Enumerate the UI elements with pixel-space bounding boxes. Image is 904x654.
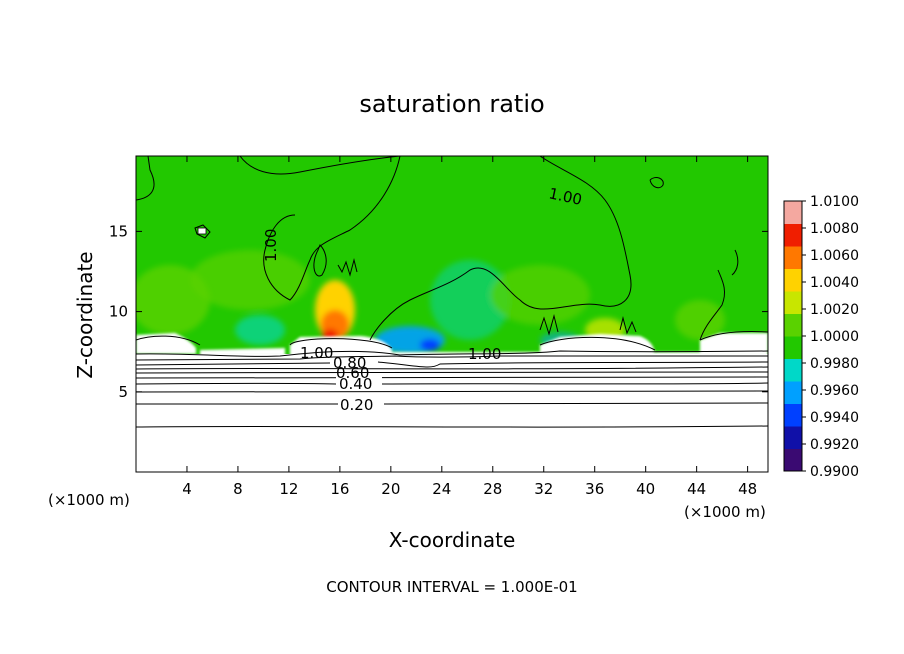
- y-ticks: 5 10 15: [109, 222, 768, 401]
- contour-label-020: 0.20: [340, 396, 373, 414]
- x-tick-label: 20: [381, 480, 400, 498]
- colorbar-segment: [784, 291, 802, 314]
- colorbar-label: 0.9980: [810, 356, 859, 372]
- plot-frame: [135, 155, 769, 473]
- small-cloud-marker: [197, 227, 207, 235]
- colorbar-segment: [784, 336, 802, 359]
- colorbar: [783, 200, 803, 472]
- chart-title: saturation ratio: [359, 90, 544, 118]
- colorbar-labels: 1.0100 1.0080 1.0060 1.0040 1.0020 1.0000 0.99…: [802, 194, 859, 480]
- colorbar-segment: [784, 223, 802, 247]
- colorbar-segment: [784, 246, 802, 269]
- x-tick-label: 48: [738, 480, 757, 498]
- x-tick-label: 8: [233, 480, 243, 498]
- axis-labels: X-coordinate Z-coordinate (×1000 m) (×10…: [48, 251, 766, 596]
- x-tick-label: 12: [279, 480, 298, 498]
- contours: [136, 156, 768, 428]
- x-tick-label: 44: [687, 480, 706, 498]
- colorbar-segment: [784, 448, 802, 472]
- contour-label-100-d: 1.00: [262, 229, 280, 262]
- colorbar-label: 0.9900: [810, 464, 859, 480]
- x-ticks: 4 8 12 16 20 24 28 32 36 40 44 48: [182, 156, 757, 498]
- contour-label-100-a: 1.00: [300, 344, 333, 362]
- x-tick-label: 40: [636, 480, 655, 498]
- x-tick-label: 24: [432, 480, 451, 498]
- colorbar-segment: [784, 426, 802, 449]
- y-tick-label: 10: [109, 303, 128, 321]
- contour-label-040: 0.40: [339, 375, 372, 393]
- colorbar-label: 1.0080: [810, 221, 859, 237]
- colorbar-label: 1.0100: [810, 194, 859, 210]
- x-tick-label: 32: [534, 480, 553, 498]
- y-axis-label: Z-coordinate: [73, 251, 97, 378]
- contour-labels: 0.20 0.40 0.60 0.80 1.00 1.00 1.00 1.00: [262, 184, 584, 414]
- y-axis-unit: (×1000 m): [48, 491, 130, 509]
- field: [136, 156, 768, 472]
- colorbar-segment: [784, 201, 802, 224]
- field-texture: [136, 250, 725, 354]
- colorbar-segment: [784, 268, 802, 292]
- contour-interval-note: CONTOUR INTERVAL = 1.000E-01: [326, 578, 577, 596]
- colorbar-label: 0.9940: [810, 410, 859, 426]
- colorbar-label: 1.0020: [810, 302, 859, 318]
- contour-label-060: 0.60: [336, 364, 369, 382]
- colorbar-label: 0.9960: [810, 383, 859, 399]
- colorbar-label: 1.0060: [810, 248, 859, 264]
- contour-label-100-b: 1.00: [468, 345, 501, 363]
- y-tick-label: 5: [118, 383, 128, 401]
- x-axis-unit: (×1000 m): [684, 503, 766, 521]
- cloud-layer: [136, 333, 768, 357]
- colorbar-label: 0.9920: [810, 437, 859, 453]
- x-tick-label: 4: [182, 480, 192, 498]
- y-tick-label: 15: [109, 222, 128, 240]
- x-tick-label: 36: [585, 480, 604, 498]
- contour-label-080: 0.80: [333, 354, 366, 372]
- colorbar-segment: [784, 313, 802, 337]
- colorbar-label: 1.0000: [810, 329, 859, 345]
- colorbar-segment: [784, 403, 802, 427]
- subsaturated-region: [136, 356, 768, 472]
- colorbar-segment: [784, 381, 802, 404]
- x-tick-label: 16: [330, 480, 349, 498]
- x-tick-label: 28: [483, 480, 502, 498]
- colorbar-segment: [784, 358, 802, 382]
- colorbar-label: 1.0040: [810, 275, 859, 291]
- x-axis-label: X-coordinate: [389, 528, 516, 552]
